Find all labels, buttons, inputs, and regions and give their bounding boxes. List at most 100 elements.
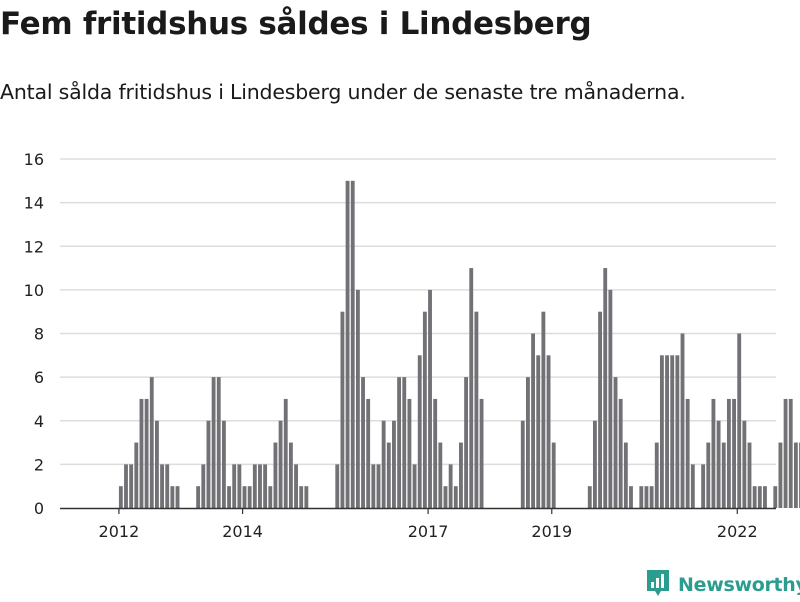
bar [237,464,242,509]
bar [206,420,211,508]
bar [397,377,402,509]
bar [732,398,736,508]
bar [381,420,386,508]
y-tick-label: 6 [34,368,44,387]
bar [788,398,793,508]
bar [299,486,304,508]
bar [433,398,438,508]
y-tick-label: 14 [24,194,44,213]
bar [618,398,623,508]
bar [294,464,298,509]
bar [118,486,123,508]
x-tick-label: 2022 [717,522,758,541]
bar [546,355,551,508]
bar [428,289,432,509]
bar [335,464,340,509]
x-tick-label: 2017 [408,522,449,541]
bar [592,420,597,508]
y-tick-label: 8 [34,325,44,344]
y-tick-label: 2 [34,455,44,474]
bar [144,398,149,508]
bar [706,442,711,508]
bar [392,420,396,508]
bar [752,486,757,508]
y-tick-label: 12 [24,237,44,256]
bar [453,486,458,508]
bar [469,268,474,508]
chart-bars [118,180,800,509]
bar [263,464,268,509]
chart-title: Fem fritidshus såldes i Lindesberg [0,6,592,42]
bar [160,464,164,509]
bar [402,377,407,509]
bar [242,486,247,508]
bar [201,464,206,509]
bar [232,464,237,509]
bar [536,355,541,508]
bar [268,486,273,508]
bar [716,420,721,508]
bar [386,442,391,508]
bar [773,486,778,508]
bar [737,333,742,508]
bar [613,377,618,509]
bar [412,464,417,509]
bar [685,398,690,508]
bar [278,420,283,508]
brand-logo[interactable]: Newsworthy [645,570,800,600]
bar [170,486,175,508]
y-tick-label: 0 [34,499,44,518]
bar [541,311,546,508]
bar [350,180,355,508]
bar [742,420,747,508]
bar [361,377,365,509]
x-tick-label: 2019 [531,522,572,541]
bar [654,442,659,508]
bar [288,442,293,508]
x-tick-label: 2012 [99,522,140,541]
bar [763,486,767,508]
bar [479,398,484,508]
bar [757,486,762,508]
bar [608,289,613,509]
bar [355,289,360,509]
bar [551,442,556,508]
bar [520,420,525,508]
bar [283,398,288,508]
bar [258,464,262,509]
bar [340,311,345,508]
bar [587,486,592,508]
chart-subtitle: Antal sålda fritidshus i Lindesberg unde… [0,80,686,104]
bar [665,355,669,508]
bar [196,486,201,508]
bar [407,398,412,508]
bar [376,464,381,509]
brand-name: Newsworthy [678,574,800,596]
bar [726,398,731,508]
bar [659,355,664,508]
bar [721,442,726,508]
y-tick-label: 4 [34,412,44,431]
bar [701,464,706,509]
bar [778,442,783,508]
bar [165,464,170,509]
bar [603,268,608,508]
bar [680,333,685,508]
bar [247,486,252,508]
bar [783,398,788,508]
bar [304,486,309,508]
bar [366,398,371,508]
bar [675,355,680,508]
bar [252,464,257,509]
bar [371,464,376,509]
bar [670,355,675,508]
bar [531,333,536,508]
bar [129,464,134,509]
x-tick-label: 2014 [222,522,263,541]
bar [345,180,350,508]
bar [598,311,602,508]
bar [464,377,469,509]
y-axis-tick-labels: 0 2 4 6 8 10 12 14 16 [24,150,44,518]
bar [649,486,654,508]
